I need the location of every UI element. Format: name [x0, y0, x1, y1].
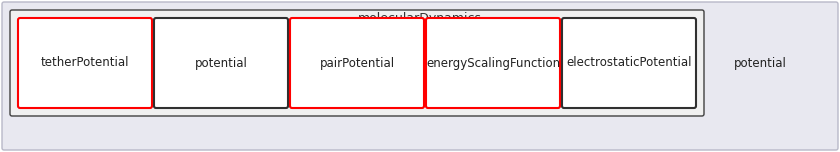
Text: energyScalingFunction: energyScalingFunction — [426, 57, 560, 69]
FancyBboxPatch shape — [10, 10, 704, 116]
Text: molecularDynamics: molecularDynamics — [358, 12, 482, 25]
FancyBboxPatch shape — [2, 2, 838, 150]
Text: tetherPotential: tetherPotential — [41, 57, 129, 69]
FancyBboxPatch shape — [18, 18, 152, 108]
FancyBboxPatch shape — [154, 18, 288, 108]
Text: potential: potential — [733, 57, 786, 69]
FancyBboxPatch shape — [426, 18, 560, 108]
Text: potential: potential — [195, 57, 248, 69]
Text: pairPotential: pairPotential — [319, 57, 395, 69]
FancyBboxPatch shape — [290, 18, 424, 108]
Text: electrostaticPotential: electrostaticPotential — [566, 57, 692, 69]
FancyBboxPatch shape — [562, 18, 696, 108]
